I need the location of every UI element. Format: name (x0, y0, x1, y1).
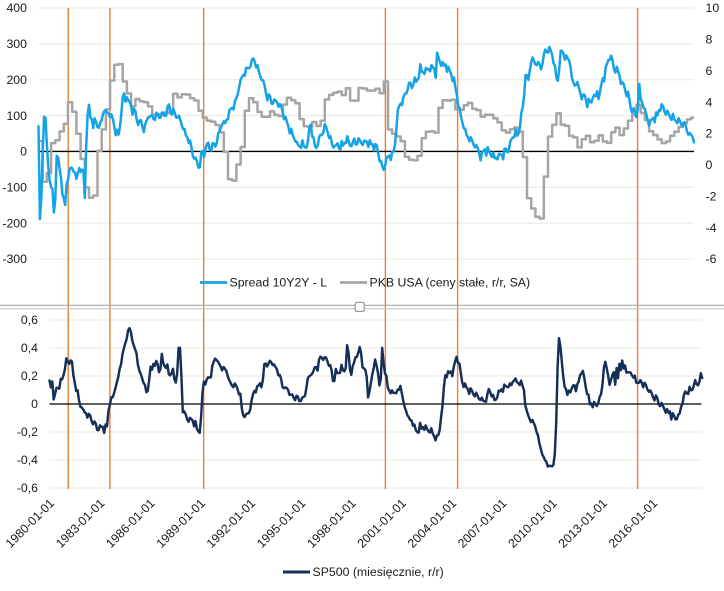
svg-text:SP500 (miesięcznie, r/r): SP500 (miesięcznie, r/r) (313, 565, 444, 579)
svg-text:0: 0 (31, 397, 38, 411)
svg-text:2: 2 (706, 127, 713, 141)
svg-text:-6: -6 (706, 252, 717, 266)
svg-text:-4: -4 (706, 221, 717, 235)
svg-text:-200: -200 (2, 216, 27, 230)
svg-text:300: 300 (6, 37, 27, 51)
svg-text:PKB USA (ceny stałe, r/r, SA): PKB USA (ceny stałe, r/r, SA) (370, 276, 531, 290)
svg-text:0,6: 0,6 (21, 313, 38, 327)
svg-text:400: 400 (6, 1, 27, 15)
svg-text:6: 6 (706, 64, 713, 78)
svg-text:0,2: 0,2 (21, 369, 38, 383)
svg-text:-0,4: -0,4 (17, 453, 38, 467)
svg-text:8: 8 (706, 33, 713, 47)
svg-text:-100: -100 (2, 181, 27, 195)
svg-text:-2: -2 (706, 189, 717, 203)
svg-text:0,4: 0,4 (21, 341, 38, 355)
svg-text:-300: -300 (2, 252, 27, 266)
svg-text:0: 0 (706, 158, 713, 172)
svg-text:0: 0 (20, 145, 27, 159)
svg-text:Spread 10Y2Y - L: Spread 10Y2Y - L (230, 276, 328, 290)
svg-text:200: 200 (6, 73, 27, 87)
svg-text:10: 10 (706, 1, 720, 15)
svg-text:-0,6: -0,6 (17, 481, 38, 495)
svg-text:-0,2: -0,2 (17, 425, 38, 439)
svg-text:100: 100 (6, 109, 27, 123)
svg-text:4: 4 (706, 95, 713, 109)
